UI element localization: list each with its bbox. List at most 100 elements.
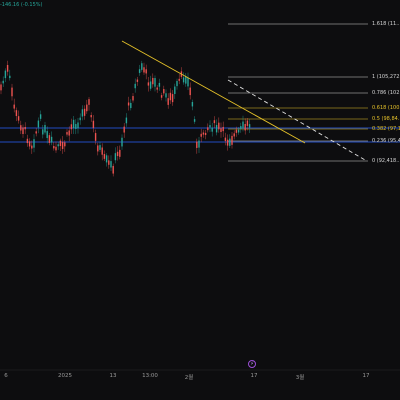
time-axis-tick: 13:00 [142,373,158,379]
candle-body [92,120,95,128]
candle-body [136,79,139,82]
fib-label-2: 0.786 (102… [372,89,400,96]
candle-body [83,108,86,116]
candlestick-series [0,60,251,177]
candle-body [108,160,110,165]
candle-body [101,147,103,155]
fib-label-1: 1 (105,272… [372,73,400,80]
fib-label-7: 0 (92,418… [372,157,400,164]
candle-body [169,92,172,101]
candle-body [235,129,238,133]
price-change-readout: -146.16 (-0.15%) [0,2,43,8]
candle-body [176,80,178,87]
time-axis-tick: 2025 [58,373,72,379]
candle-body [13,104,15,109]
fib-retracement[interactable] [228,23,368,162]
candle-body [114,153,117,161]
fib-label-3: 0.618 (100… [372,104,400,111]
candle-body [9,75,11,79]
time-axis-tick: 17 [362,373,370,379]
candle-body [105,155,108,163]
price-alert-icon[interactable]: ⚡ [248,360,256,368]
candle-body [187,78,189,87]
candle-body [90,115,92,118]
candle-body [200,133,202,137]
candle-body [237,129,240,133]
candle-body [94,133,97,141]
candle-body [4,70,7,79]
candle-body [46,131,48,139]
fib-label-6: 0.236 (95,4… [372,137,400,144]
candle-body [167,98,169,105]
fib-label-5: 0.382 (97,1… [372,125,400,132]
candle-body [121,137,123,147]
candle-body [116,151,119,157]
candle-body [163,89,165,94]
candle-body [37,120,40,128]
candle-body [149,81,152,89]
candle-body [103,154,106,159]
candle-body [174,86,176,94]
candle-body [125,117,128,124]
candle-body [79,117,81,121]
candle-body [99,145,101,150]
candle-body [81,109,84,117]
candle-body [171,94,174,103]
candle-body [233,133,235,137]
candle-body [132,96,134,101]
candle-body [112,165,114,174]
candle-body [26,138,29,144]
candle-body [211,127,213,132]
candle-body [165,93,167,98]
candle-body [215,125,218,133]
candle-body [17,116,20,121]
candle-body [68,130,70,136]
candle-body [110,161,112,168]
candle-body [6,64,9,72]
candle-body [213,120,216,124]
candle-body [154,78,156,87]
candle-body [240,126,242,129]
candle-body [196,141,198,148]
candle-body [160,95,163,98]
candle-body [156,87,158,90]
candle-body [15,110,18,116]
candle-body [86,104,88,112]
candle-body [20,125,22,131]
time-axis-tick: 2월 [184,375,194,381]
trendline-yellow[interactable] [121,40,306,144]
candle-body [0,84,2,91]
candle-body [224,137,227,142]
candle-body [182,77,185,83]
candle-body [24,126,26,130]
candle-body [39,114,42,119]
candle-body [202,132,205,135]
candle-body [70,124,73,130]
candle-body [178,78,180,81]
candle-body [226,139,229,146]
candle-body [248,124,251,128]
candle-body [152,77,154,85]
time-axis-tick: 17 [250,373,258,379]
candle-body [145,69,147,74]
candle-body [158,82,161,87]
candle-body [127,102,130,106]
candle-body [119,149,121,157]
candle-body [193,119,196,122]
candle-body [44,124,46,133]
candle-body [55,146,57,151]
candle-body [141,63,143,70]
candle-body [97,145,99,152]
candle-body [123,126,125,133]
candle-body [35,131,37,134]
fib-label-4: 0.5 (98,84… [372,115,400,122]
candle-body [185,76,187,84]
candle-body [207,127,209,131]
candle-body [242,121,244,128]
time-axis-tick: 13 [109,373,117,379]
candle-body [143,67,145,73]
candle-body [50,136,53,143]
trendline-dashed[interactable] [227,79,366,161]
candle-body [222,126,224,132]
